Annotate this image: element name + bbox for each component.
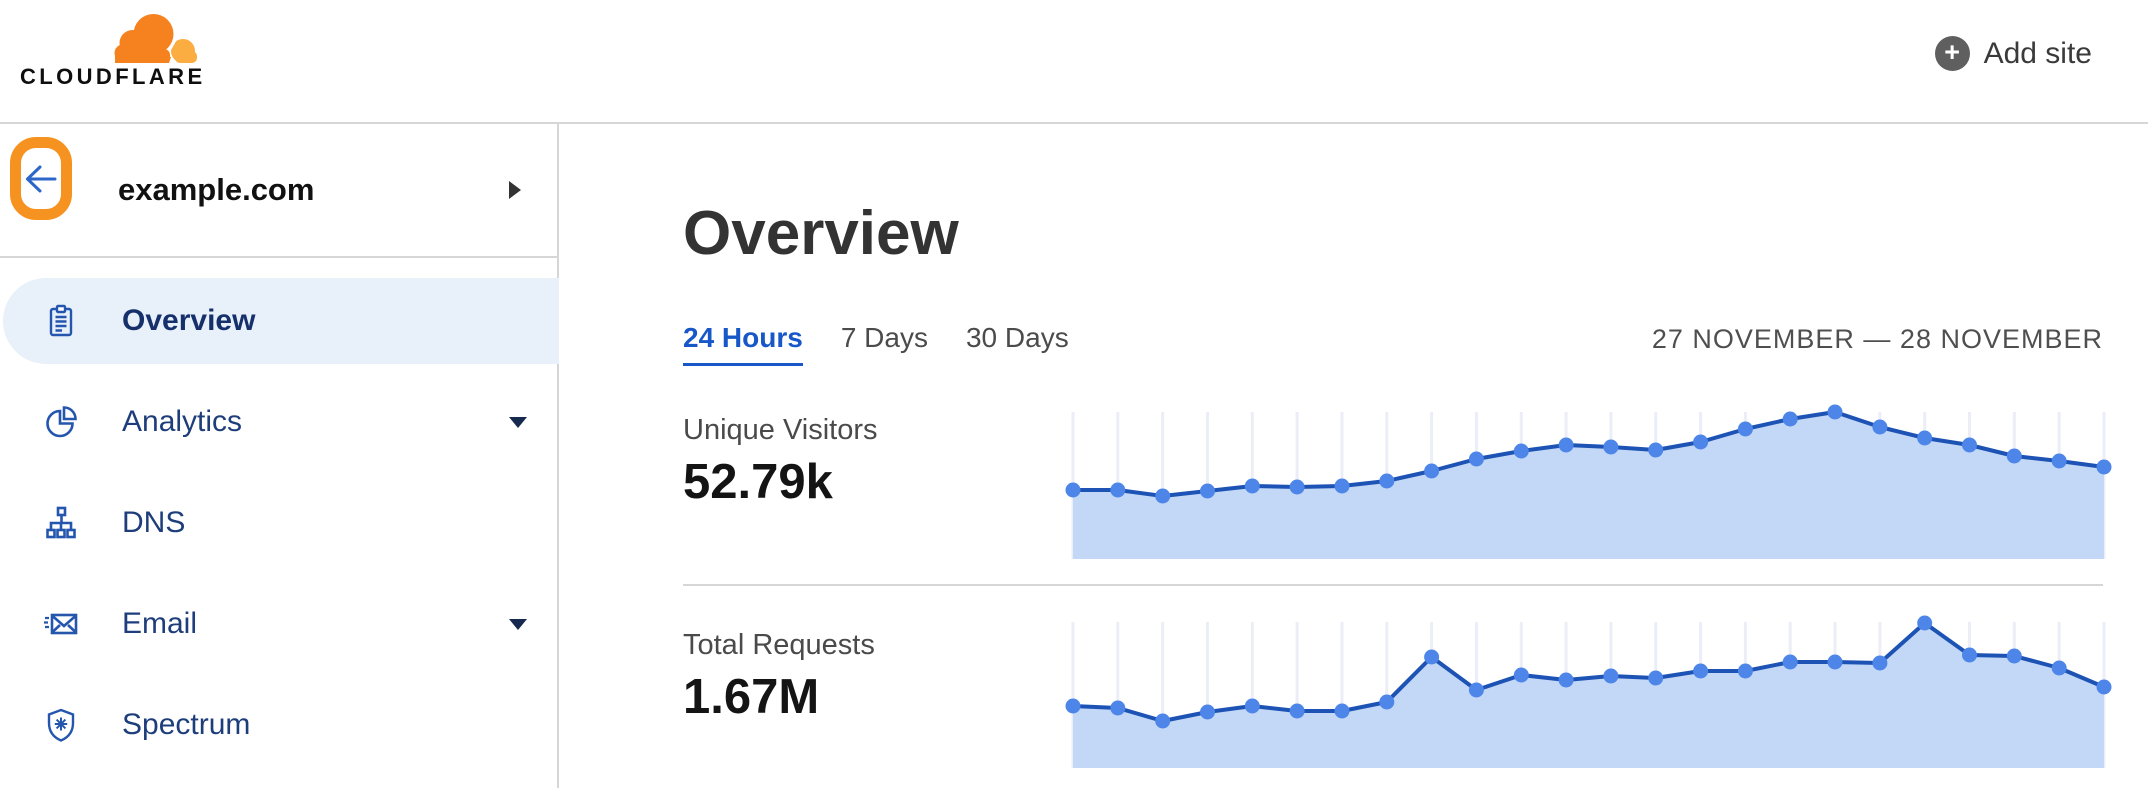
add-site-label: Add site <box>1983 36 2092 70</box>
top-header: CLOUDFLARE + Add site <box>0 0 2148 124</box>
total-requests-value: 1.67M <box>683 670 820 724</box>
email-send-icon <box>44 613 78 635</box>
sidebar-item-overview[interactable]: Overview <box>0 270 559 372</box>
total-requests-label: Total Requests <box>683 629 875 661</box>
total-requests-chart[interactable] <box>1065 615 2112 768</box>
sidebar-item-label: DNS <box>122 506 186 539</box>
shield-spectrum-icon <box>47 708 75 742</box>
tab-7-days[interactable]: 7 Days <box>840 322 928 353</box>
sidebar-item-analytics[interactable]: Analytics <box>0 371 559 473</box>
sidebar: example.com Overview Ana <box>0 124 559 788</box>
main-content: Overview 24 Hours 7 Days 30 Days 27 NOVE… <box>561 124 2148 788</box>
unique-visitors-value: 52.79k <box>683 455 833 509</box>
date-range: 27 NOVEMBER — 28 NOVEMBER <box>1651 324 2103 354</box>
site-selector-row[interactable]: example.com <box>0 124 557 258</box>
chevron-down-icon[interactable] <box>509 619 527 630</box>
chevron-down-icon[interactable] <box>509 417 527 428</box>
sidebar-item-label: Overview <box>122 304 256 337</box>
sidebar-item-label: Email <box>122 607 198 640</box>
cloudflare-wordmark: CLOUDFLARE <box>20 64 206 89</box>
clipboard-icon <box>49 304 73 337</box>
tab-30-days[interactable]: 30 Days <box>965 322 1069 353</box>
sidebar-item-label: Spectrum <box>122 708 251 741</box>
cloudflare-logo[interactable]: CLOUDFLARE <box>20 4 220 120</box>
sidebar-item-email[interactable]: Email <box>0 573 559 675</box>
time-range-tabs: 24 Hours 7 Days 30 Days <box>683 322 1107 366</box>
page-title: Overview <box>683 199 959 268</box>
sidebar-item-label: Analytics <box>122 405 243 438</box>
dns-tree-icon <box>46 506 76 539</box>
site-name: example.com <box>118 172 315 207</box>
plus-circle-icon: + <box>1934 36 1970 71</box>
sidebar-item-spectrum[interactable]: Spectrum <box>0 674 559 776</box>
caret-right-icon[interactable] <box>508 180 522 200</box>
section-divider <box>683 584 2103 586</box>
annotation-highlight-ring <box>10 137 72 220</box>
tab-24-hours[interactable]: 24 Hours <box>683 322 803 366</box>
sidebar-item-dns[interactable]: DNS <box>0 472 559 574</box>
unique-visitors-label: Unique Visitors <box>683 414 878 446</box>
cloudflare-cloud-icon <box>114 14 197 64</box>
pie-chart-icon <box>46 406 77 438</box>
unique-visitors-chart[interactable] <box>1065 404 2112 559</box>
back-arrow-button[interactable] <box>19 155 63 203</box>
add-site-button[interactable]: + Add site <box>1934 36 2092 71</box>
back-arrow-icon <box>26 165 57 192</box>
